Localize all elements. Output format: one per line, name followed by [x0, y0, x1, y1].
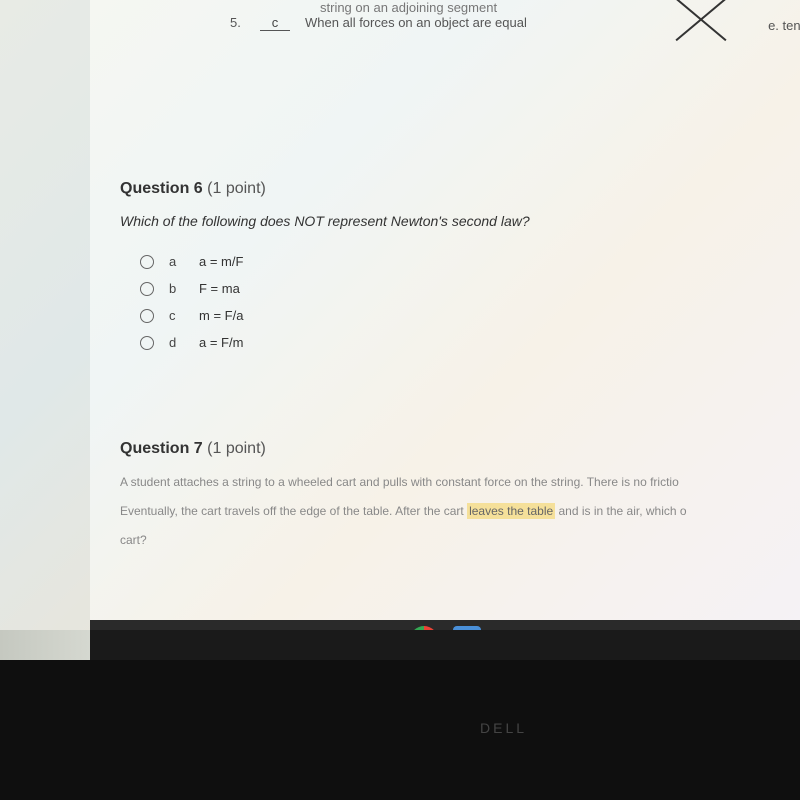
crossed-out-mark — [660, 0, 740, 45]
dell-brand-logo: DELL — [480, 720, 527, 736]
question6-points: (1 point) — [207, 180, 266, 197]
question5-number: 5. — [230, 15, 241, 30]
question7-label: Question 7 — [120, 440, 203, 457]
question7-block: Question 7 (1 point) A student attaches … — [120, 440, 770, 551]
question7-text2a: Eventually, the cart travels off the edg… — [120, 504, 467, 518]
question7-text-line3: cart? — [120, 531, 770, 550]
radio-button-c[interactable] — [140, 309, 154, 323]
chromeos-taskbar — [90, 620, 800, 630]
question7-points: (1 point) — [207, 440, 266, 457]
option-letter-b: b — [169, 281, 199, 296]
option-text-d: a = F/m — [199, 335, 243, 350]
question6-text: Which of the following does NOT represen… — [120, 213, 770, 229]
question5-text: When all forces on an object are equal — [305, 15, 527, 30]
radio-button-a[interactable] — [140, 255, 154, 269]
files-app-icon[interactable] — [453, 626, 481, 630]
option-letter-a: a — [169, 254, 199, 269]
question7-highlight: leaves the table — [467, 503, 555, 519]
option-row-c[interactable]: c m = F/a — [140, 308, 770, 323]
question6-title: Question 6 (1 point) — [120, 180, 770, 198]
fragment-text-line1: string on an adjoining segment — [320, 0, 497, 15]
option-letter-c: c — [169, 308, 199, 323]
option-row-b[interactable]: b F = ma — [140, 281, 770, 296]
quiz-content-panel: string on an adjoining segment 5. c When… — [90, 0, 800, 620]
question6-block: Question 6 (1 point) Which of the follow… — [120, 180, 770, 350]
question7-text-line1: A student attaches a string to a wheeled… — [120, 473, 770, 492]
question5-answer-blank: c — [260, 15, 290, 31]
option-text-c: m = F/a — [199, 308, 243, 323]
option-row-d[interactable]: d a = F/m — [140, 335, 770, 350]
option-text-a: a = m/F — [199, 254, 243, 269]
question7-text-line2: Eventually, the cart travels off the edg… — [120, 502, 770, 521]
screen-display-area: string on an adjoining segment 5. c When… — [0, 0, 800, 630]
question6-label: Question 6 — [120, 180, 203, 197]
radio-button-b[interactable] — [140, 282, 154, 296]
option-text-b: F = ma — [199, 281, 240, 296]
radio-button-d[interactable] — [140, 336, 154, 350]
question7-text2b: and is in the air, which o — [555, 504, 686, 518]
option-e-fragment: e. tensi — [768, 18, 800, 33]
option-letter-d: d — [169, 335, 199, 350]
chrome-browser-icon[interactable] — [410, 626, 438, 630]
laptop-bottom-bezel — [0, 660, 800, 800]
question6-options: a a = m/F b F = ma c m = F/a d a = F/m — [140, 254, 770, 350]
option-row-a[interactable]: a a = m/F — [140, 254, 770, 269]
question7-title: Question 7 (1 point) — [120, 440, 770, 458]
